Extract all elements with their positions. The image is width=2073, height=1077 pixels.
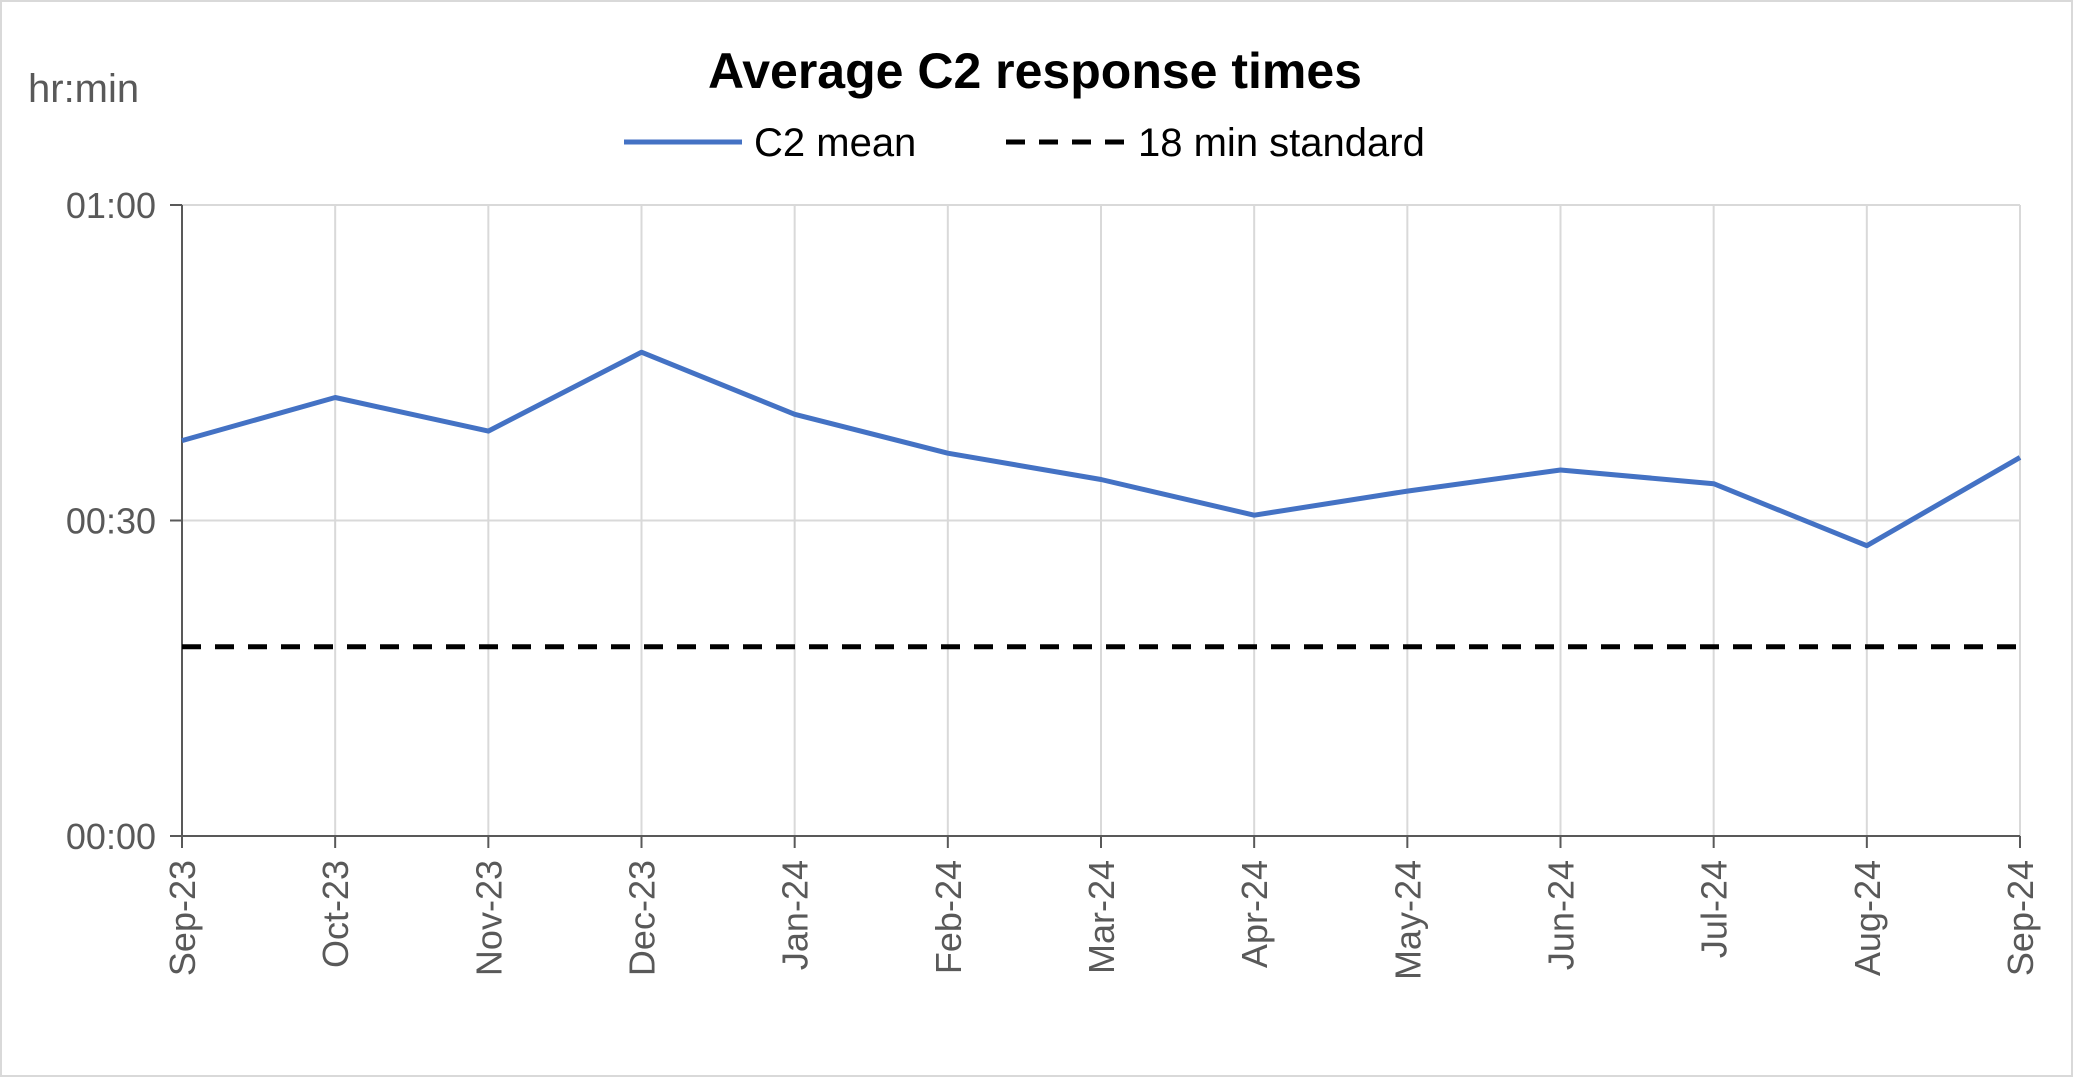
y-tick-label: 00:00 bbox=[66, 816, 156, 857]
x-tick-label: Feb-24 bbox=[928, 860, 969, 974]
x-tick-label: Oct-23 bbox=[315, 860, 356, 968]
y-tick-label: 00:30 bbox=[66, 501, 156, 542]
gridlines bbox=[182, 204, 2021, 836]
y-tick-label: 01:00 bbox=[66, 185, 156, 226]
axes bbox=[170, 204, 2021, 848]
x-tick-label: Jan-24 bbox=[775, 860, 816, 970]
x-tick-label: Sep-23 bbox=[162, 860, 203, 976]
x-tick-label: Mar-24 bbox=[1081, 860, 1122, 974]
x-tick-label: Aug-24 bbox=[1847, 860, 1888, 976]
legend-label-18-min-standard: 18 min standard bbox=[1138, 121, 1425, 165]
x-tick-label: May-24 bbox=[1387, 860, 1428, 980]
x-tick-label: Dec-23 bbox=[622, 860, 663, 976]
series-lines bbox=[181, 349, 2022, 650]
series-line-c2-mean bbox=[181, 349, 2022, 549]
y-axis-unit-label: hr:min bbox=[28, 67, 139, 111]
legend-label-c2-mean: C2 mean bbox=[754, 121, 916, 165]
chart-title: Average C2 response times bbox=[708, 43, 1362, 99]
x-tick-label: Jun-24 bbox=[1541, 860, 1582, 970]
x-tick-label: Apr-24 bbox=[1234, 860, 1275, 968]
y-axis-tick-labels: 00:00 00:30 01:00 bbox=[66, 185, 156, 857]
x-tick-label: Nov-23 bbox=[468, 860, 509, 976]
legend: C2 mean 18 min standard bbox=[624, 121, 1425, 165]
x-axis-tick-labels: Sep-23 Oct-23 Nov-23 Dec-23 Jan-24 Feb-24 Mar-… bbox=[162, 860, 2041, 980]
x-tick-label: Sep-24 bbox=[2000, 860, 2041, 976]
x-tick-label: Jul-24 bbox=[1694, 860, 1735, 958]
